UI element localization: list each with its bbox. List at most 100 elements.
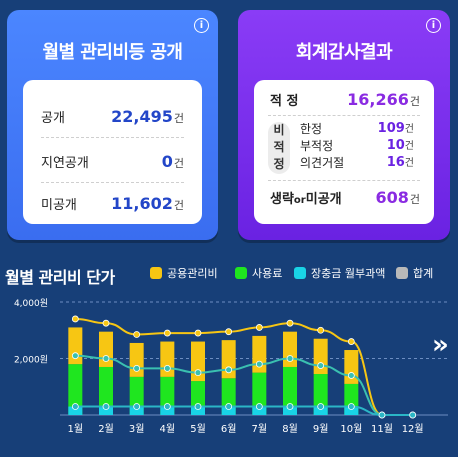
series-point <box>102 403 110 410</box>
legend-label: 합계 <box>413 267 434 280</box>
series-point <box>225 366 233 374</box>
series-line <box>75 405 413 416</box>
bar-reserve <box>160 406 175 415</box>
series-point <box>102 319 110 327</box>
series-point <box>286 403 294 410</box>
legend-swatch <box>150 267 162 279</box>
chart-section-title: 월별 관리비 단가 <box>5 268 115 287</box>
row-value: 109건 <box>377 121 414 136</box>
bar-reserve <box>68 406 83 415</box>
row-label: 한정 <box>300 122 323 136</box>
series-point <box>71 315 79 323</box>
x-tick-label: 4월 <box>160 423 176 435</box>
next-arrow-icon[interactable]: » <box>432 330 449 360</box>
series-point <box>255 403 263 410</box>
row-label: 의견거절 <box>300 156 345 170</box>
series-point <box>163 329 171 337</box>
legend-label: 사용료 <box>252 267 283 280</box>
info-icon[interactable]: i <box>194 18 209 33</box>
series-point <box>347 403 355 410</box>
row-value: 0건 <box>161 152 184 171</box>
series-point <box>225 328 233 336</box>
series-point <box>317 362 325 369</box>
row-label: 부적정 <box>300 139 334 153</box>
x-tick-label: 10월 <box>340 423 362 435</box>
y-tick-label: 4,000원 <box>14 298 48 309</box>
series-point <box>163 403 171 410</box>
monthly-cost-chart: 4,000원 2,000원 1월 2월 3월 4월 5월 6월 7월 8월 9월 10월 11월 12월 <box>14 298 448 435</box>
bar-reserve <box>344 406 359 415</box>
audit-stats-panel: 적 정 16,266건 비 적 정 한정 109건 부적정 10건 의견거절 1… <box>254 80 434 224</box>
audit-card-title: 회계감사결과 <box>295 42 393 63</box>
series-point <box>347 372 355 379</box>
row-label: 미공개 <box>41 198 77 213</box>
series-point <box>133 364 141 372</box>
x-tick-label: 12월 <box>402 423 424 435</box>
bar-usage <box>129 376 144 415</box>
row-label: 지연공개 <box>41 156 89 171</box>
row-value: 11,602건 <box>111 194 184 213</box>
x-tick-label: 1월 <box>68 423 84 435</box>
series-point <box>133 403 141 410</box>
legend-item-usage[interactable]: 사용료 <box>235 265 282 281</box>
series-point <box>194 369 202 377</box>
info-icon[interactable]: i <box>426 18 441 33</box>
disclosure-row-delayed[interactable]: 지연공개 0건 <box>41 152 184 172</box>
bar-usage <box>283 366 297 415</box>
bar-reserve <box>313 406 328 415</box>
audit-card: i 회계감사결과 적 정 16,266건 비 적 정 한정 109건 부적정 1… <box>238 10 450 240</box>
divider <box>41 182 184 183</box>
legend-item-total[interactable]: 합계 <box>396 265 433 281</box>
x-tick-label: 3월 <box>129 423 145 435</box>
series-point <box>102 355 110 362</box>
disclosure-card: i 월별 관리비등 공개 공개 22,495건 지연공개 0건 미공개 11,6… <box>7 10 218 240</box>
bar-reserve <box>252 406 267 415</box>
row-label: 생략or미공개 <box>270 192 342 207</box>
series-point <box>163 364 171 372</box>
series-point <box>71 352 79 360</box>
bar-usage <box>252 372 267 415</box>
legend-item-common[interactable]: 공용관리비 <box>150 265 218 281</box>
bar-usage <box>99 366 113 415</box>
series-point <box>317 403 325 410</box>
series-point <box>194 329 202 337</box>
bar-reserve <box>129 406 144 415</box>
series-point <box>225 403 233 410</box>
bar-usage <box>160 376 175 415</box>
divider <box>268 115 420 116</box>
chart-legend: 공용관리비 사용료 장충금 월부과액 합계 <box>150 265 452 281</box>
disclosure-row-public[interactable]: 공개 22,495건 <box>41 107 184 127</box>
disclosure-stats-panel: 공개 22,495건 지연공개 0건 미공개 11,602건 <box>23 80 202 224</box>
legend-swatch <box>294 267 306 279</box>
disclosure-card-title: 월별 관리비등 공개 <box>42 42 183 63</box>
series-point <box>194 403 202 410</box>
audit-row-adverse[interactable]: 부적정 10건 <box>300 137 414 154</box>
x-tick-label: 5월 <box>190 423 206 435</box>
divider <box>268 180 420 181</box>
legend-item-reserve[interactable]: 장충금 월부과액 <box>294 265 385 281</box>
x-tick-label: 7월 <box>252 423 268 435</box>
audit-row-omitted[interactable]: 생략or미공개 608건 <box>270 188 420 208</box>
x-tick-label: 6월 <box>221 423 237 435</box>
x-tick-label: 11월 <box>371 423 393 435</box>
series-point <box>71 403 79 410</box>
series-point <box>255 360 263 368</box>
audit-row-adequate[interactable]: 적 정 16,266건 <box>270 90 420 110</box>
series-point <box>286 355 294 362</box>
row-label: 공개 <box>41 111 65 126</box>
legend-label: 공용관리비 <box>167 267 218 280</box>
bar-common <box>191 341 205 382</box>
row-label: 적 정 <box>270 94 299 109</box>
x-tick-label: 9월 <box>313 423 329 435</box>
series-point <box>286 319 294 327</box>
legend-label: 장충금 월부과액 <box>311 267 386 280</box>
legend-swatch <box>235 267 247 279</box>
row-value: 16,266건 <box>347 90 420 109</box>
series-point <box>347 338 355 345</box>
bar-reserve <box>283 406 297 415</box>
x-tick-label: 8월 <box>282 423 298 435</box>
y-tick-label: 2,000원 <box>14 355 48 366</box>
audit-row-qualified[interactable]: 한정 109건 <box>300 120 414 137</box>
disclosure-row-undisclosed[interactable]: 미공개 11,602건 <box>41 194 184 214</box>
audit-row-disclaimer[interactable]: 의견거절 16건 <box>300 154 414 171</box>
